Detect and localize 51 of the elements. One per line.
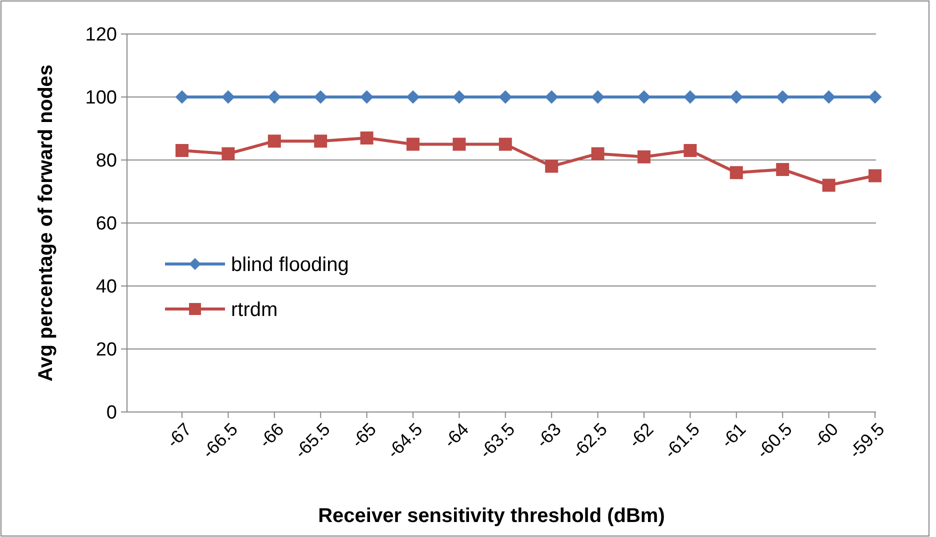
point (176, 90, 188, 104)
point (176, 144, 188, 158)
point (591, 147, 604, 160)
point (638, 150, 650, 164)
point (868, 90, 882, 104)
point (314, 134, 328, 148)
y-tick-label: 0 (106, 402, 117, 424)
point (452, 90, 466, 104)
point (822, 90, 836, 104)
x-axis-title: Receiver sensitivity threshold (dBm) (318, 505, 665, 527)
y-tick-label: 80 (96, 150, 117, 172)
point (730, 90, 743, 104)
point (868, 169, 882, 182)
y-tick-label: 120 (85, 24, 117, 46)
x-tick-label: -66 (255, 419, 288, 452)
x-tick-label: -62 (624, 419, 658, 452)
point (545, 90, 558, 104)
point (268, 134, 281, 148)
point (406, 90, 420, 104)
point (638, 90, 650, 104)
y-tick-label: 20 (96, 340, 117, 361)
point (545, 160, 558, 173)
x-tick-label: -60 (810, 419, 842, 452)
point (222, 147, 235, 160)
point (360, 131, 374, 144)
point (684, 90, 697, 104)
point (591, 90, 604, 104)
x-tick-label: -65 (348, 419, 380, 452)
legend-label: rtrdm (231, 299, 278, 321)
y-tick-label: 40 (96, 276, 117, 298)
point (730, 166, 743, 180)
point (452, 138, 466, 151)
point (776, 90, 790, 104)
point (498, 138, 512, 151)
point (268, 90, 281, 104)
point (822, 178, 836, 192)
x-tick-label: -67 (162, 419, 196, 452)
y-axis-title: Avg percentage of forward nodes (35, 64, 57, 382)
point (314, 90, 328, 104)
point (776, 162, 790, 176)
point (498, 90, 512, 104)
point (222, 90, 235, 104)
x-tick-label: -63 (532, 419, 565, 452)
point (360, 90, 374, 104)
legend-label: blind flooding (231, 254, 349, 276)
y-tick-label: 60 (96, 214, 117, 235)
y-tick-label: 100 (85, 88, 117, 109)
point (406, 138, 420, 151)
x-tick-label: -61 (717, 419, 750, 452)
x-tick-label: -64 (440, 419, 472, 452)
point (684, 144, 697, 158)
